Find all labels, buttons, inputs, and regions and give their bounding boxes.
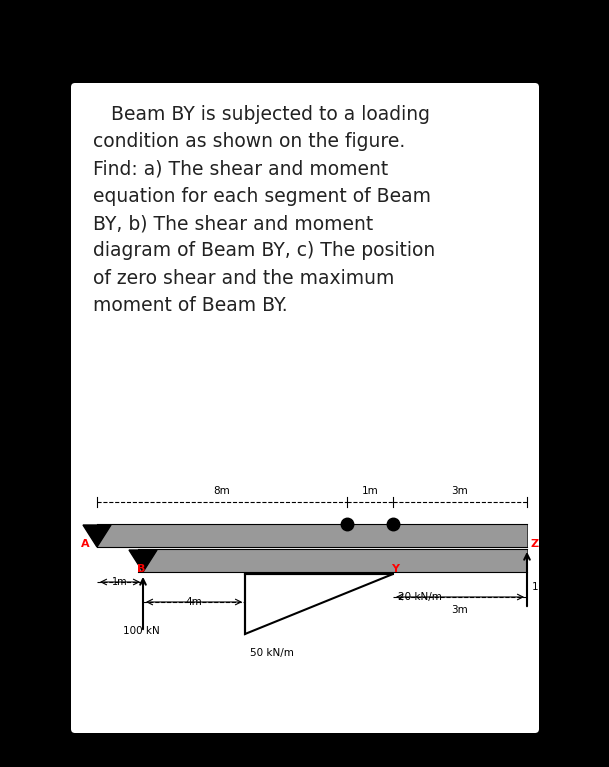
- Text: 8m: 8m: [214, 486, 230, 496]
- Bar: [138, 549, 527, 572]
- Text: 1m: 1m: [362, 486, 378, 496]
- Text: A: A: [80, 539, 90, 549]
- Text: Y: Y: [391, 564, 399, 574]
- Text: Beam BY is subjected to a loading
condition as shown on the figure.
Find: a) The: Beam BY is subjected to a loading condit…: [93, 105, 435, 314]
- Bar: [97, 524, 527, 547]
- Text: 100 kN: 100 kN: [123, 626, 160, 636]
- Text: Z: Z: [531, 539, 539, 549]
- FancyBboxPatch shape: [71, 83, 539, 733]
- Text: B: B: [137, 564, 145, 574]
- Text: 150 |: 150 |: [532, 581, 558, 592]
- Text: 1m: 1m: [112, 577, 128, 587]
- Polygon shape: [129, 550, 157, 572]
- Text: 50 kN/m: 50 kN/m: [250, 648, 294, 658]
- Text: 3m: 3m: [452, 486, 468, 496]
- Text: 4m: 4m: [186, 597, 202, 607]
- Polygon shape: [245, 574, 393, 634]
- Text: 3m: 3m: [452, 605, 468, 615]
- Text: 20 kN/m: 20 kN/m: [398, 592, 442, 602]
- Polygon shape: [83, 525, 111, 547]
